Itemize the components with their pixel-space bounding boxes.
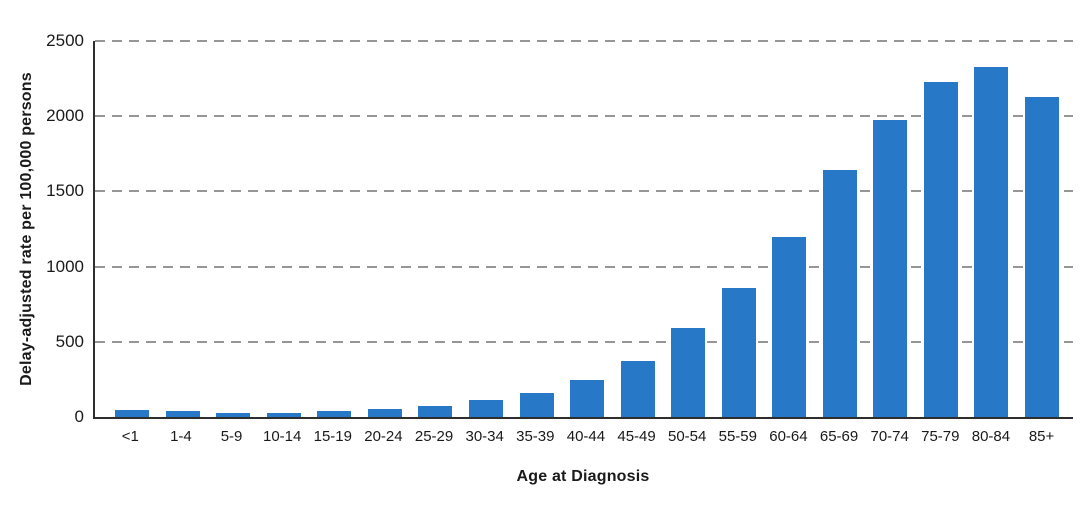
- y-tick-label: 1500: [46, 181, 84, 201]
- bar-slot: [410, 41, 461, 417]
- bar-slot: [107, 41, 158, 417]
- gridline-2000: [95, 115, 1073, 118]
- plot-area: [93, 40, 1073, 419]
- bar-35-39: [519, 392, 554, 417]
- x-tick-label: 10-14: [263, 428, 302, 445]
- bar-25-29: [418, 406, 453, 417]
- bar-<1: [115, 410, 150, 417]
- x-tick-label: 50-54: [668, 428, 707, 445]
- x-tick-label: 15-19: [313, 428, 352, 445]
- bar-75-79: [923, 82, 958, 417]
- y-tick-label: 500: [55, 331, 84, 351]
- gridline-1500: [95, 190, 1073, 193]
- bar-50-54: [671, 328, 706, 417]
- y-tick-label: 2500: [46, 31, 84, 50]
- bar-45-49: [620, 360, 655, 417]
- bar-70-74: [873, 119, 908, 417]
- x-tick-label: 25-29: [414, 428, 454, 445]
- bar-5-9: [216, 412, 251, 417]
- bar-slot: [360, 41, 411, 417]
- x-tick-label: 70-74: [870, 428, 909, 445]
- x-tick-label: 75-79: [921, 428, 960, 445]
- x-tick-label: 30-34: [465, 428, 504, 445]
- x-tick-labels: <1 1-4 5-9 10-14 15-19 20-24 25-29 30-34 35-39 40…: [105, 428, 1067, 445]
- gridline-500: [95, 340, 1073, 343]
- y-tick-labels: 0 500 1000 1500 2000 2500: [0, 31, 84, 426]
- y-tick-label: 0: [74, 407, 84, 426]
- x-tick-label: 1-4: [170, 428, 192, 445]
- bar-20-24: [367, 408, 402, 417]
- bar-slot: [208, 41, 259, 417]
- gridline-2500: [95, 40, 1073, 42]
- bar-30-34: [468, 400, 503, 417]
- bar-slot: [865, 41, 916, 417]
- bar-1-4: [165, 410, 200, 417]
- bar-slot: [713, 41, 764, 417]
- x-tick-label: 20-24: [364, 428, 403, 445]
- bar-55-59: [721, 288, 756, 417]
- bar-slot: [309, 41, 360, 417]
- x-tick-label: 5-9: [220, 428, 243, 445]
- y-tick-label: 2000: [46, 106, 84, 126]
- x-tick-label: 85+: [1028, 428, 1055, 445]
- bar-slot: [966, 41, 1017, 417]
- bar-slot: [461, 41, 512, 417]
- x-tick-label: 45-49: [617, 428, 656, 445]
- bar-40-44: [570, 380, 605, 417]
- x-tick-label: 35-39: [516, 428, 555, 445]
- bar-65-69: [822, 169, 857, 417]
- bars: [107, 41, 1067, 417]
- bar-slot: [814, 41, 865, 417]
- bar-slot: [663, 41, 714, 417]
- gridlines: [95, 40, 1073, 417]
- gridline-1000: [95, 265, 1073, 268]
- bar-slot: [259, 41, 310, 417]
- x-tick-label: 55-59: [718, 428, 757, 445]
- x-tick-label: 40-44: [566, 428, 606, 445]
- bar-slot: [612, 41, 663, 417]
- bar-slot: [511, 41, 562, 417]
- bar-slot: [562, 41, 613, 417]
- bar-60-64: [772, 237, 807, 417]
- bar-10-14: [266, 412, 301, 417]
- bar-slot: [916, 41, 967, 417]
- x-tick-label: 80-84: [971, 428, 1011, 445]
- x-tick-label: 65-69: [819, 428, 859, 445]
- x-tick-label: <1: [121, 428, 139, 445]
- y-tick-label: 1000: [46, 256, 84, 276]
- x-axis-title: Age at Diagnosis: [516, 468, 650, 485]
- bar-slot: [1017, 41, 1068, 417]
- x-tick-label: 60-64: [769, 428, 808, 445]
- bar-15-19: [317, 410, 352, 417]
- bar-80-84: [974, 67, 1009, 417]
- bar-slot: [158, 41, 209, 417]
- bar-85+: [1024, 96, 1059, 417]
- bar-slot: [764, 41, 815, 417]
